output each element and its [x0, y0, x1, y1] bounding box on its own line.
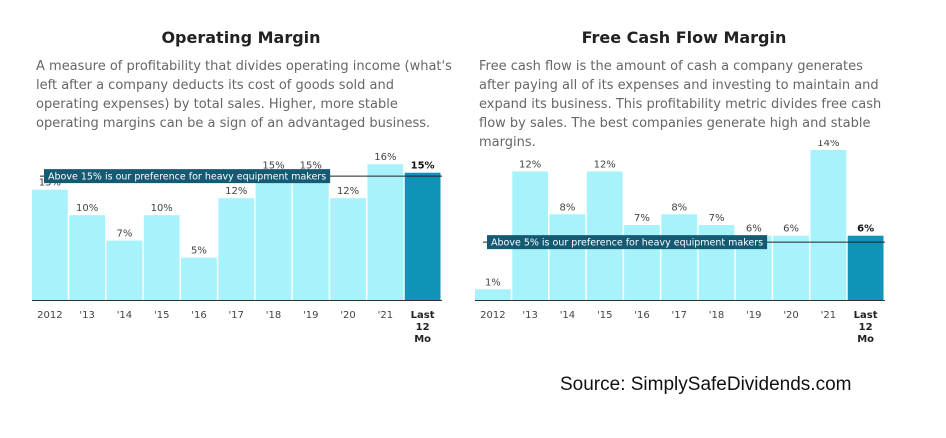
fcf-bar-8: [773, 235, 809, 300]
fcf-data-label-6: 7%: [709, 213, 725, 224]
fcf-threshold-label: Above 5% is our preference for heavy equ…: [491, 238, 763, 249]
op-data-label-6: 15%: [262, 161, 284, 172]
op-data-label-7: 15%: [300, 161, 322, 172]
fcf-data-label-4: 7%: [634, 213, 650, 224]
op-bar-7: [292, 172, 329, 300]
fcf-bar-0: [475, 289, 511, 300]
fcf-data-label-0: 1%: [485, 277, 501, 288]
op-tick-label-9: '21: [378, 310, 393, 321]
op-bar-2: [106, 240, 143, 300]
op-bar-4: [181, 257, 217, 300]
op-data-label-3: 10%: [151, 203, 173, 214]
fcf-threshold-label-bg: [487, 235, 768, 250]
operating-margin-description: A measure of profitability that divides …: [36, 59, 452, 131]
fcf-data-label-3: 12%: [594, 159, 616, 170]
op-data-label-10: 15%: [411, 161, 435, 172]
fcf-bar-5: [661, 214, 698, 300]
op-bar-5: [218, 198, 255, 300]
op-tick-label-2: '14: [117, 310, 132, 321]
op-tick-label-3: '15: [154, 310, 169, 321]
op-data-label-4: 5%: [191, 246, 207, 257]
fcf-tick-label-1: '13: [522, 310, 537, 321]
fcf-tick-label-7: '19: [746, 310, 761, 321]
op-tick-label-10: Last 12 Mo: [411, 310, 435, 345]
fcf-margin-description: Free cash flow is the amount of cash a c…: [479, 59, 882, 150]
op-data-label-1: 10%: [76, 203, 98, 214]
fcf-tick-label-6: '18: [709, 310, 724, 321]
op-data-label-8: 12%: [337, 186, 359, 197]
fcf-data-label-5: 8%: [671, 202, 687, 213]
fcf-margin-title: Free Cash Flow Margin: [581, 28, 787, 47]
op-tick-label-8: '20: [340, 310, 355, 321]
op-tick-label-4: '16: [191, 310, 206, 321]
fcf-tick-label-3: '15: [597, 310, 612, 321]
op-data-label-5: 12%: [225, 186, 247, 197]
fcf-bar-10: [847, 235, 884, 300]
fcf-data-label-2: 8%: [559, 202, 575, 213]
fcf-threshold-callout: Above 5% is our preference for heavy equ…: [487, 235, 768, 250]
op-data-label-9: 16%: [374, 152, 396, 163]
operating-margin-chart: 13% 2012 10% '13 7% '14 10% '15 5% '16 12% '17 15% '1…: [32, 152, 442, 345]
fcf-data-label-1: 12%: [519, 159, 541, 170]
fcf-data-label-9: 14%: [817, 140, 839, 149]
op-bar-9: [367, 164, 404, 300]
fcf-tick-label-8: '20: [783, 310, 798, 321]
op-tick-label-7: '19: [303, 310, 318, 321]
fcf-tick-label-5: '17: [672, 310, 687, 321]
fcf-tick-label-9: '21: [821, 310, 836, 321]
fcf-tick-label-4: '16: [634, 310, 649, 321]
op-tick-label-5: '17: [229, 310, 244, 321]
fcf-data-label-8: 6%: [783, 224, 799, 235]
source-credit: Source: SimplySafeDividends.com: [560, 374, 852, 395]
fcf-tick-label-0: 2012: [480, 310, 505, 321]
op-bar-10: [404, 172, 441, 300]
op-tick-label-6: '18: [266, 310, 281, 321]
op-bar-6: [255, 172, 292, 300]
op-bar-0: [32, 189, 68, 300]
op-bar-3: [143, 215, 180, 300]
fcf-tick-label-2: '14: [560, 310, 575, 321]
fcf-margin-chart: 1% 2012 12% '13 8% '14 12% '15 7% '16 8% '17 7% '18 6%…: [475, 140, 885, 345]
op-data-label-2: 7%: [116, 229, 132, 240]
op-threshold-label: Above 15% is our preference for heavy eq…: [48, 172, 326, 183]
fcf-tick-label-10: Last 12 Mo: [854, 310, 878, 345]
op-tick-label-1: '13: [79, 310, 94, 321]
op-threshold-label-bg: [44, 169, 331, 184]
fcf-bar-2: [549, 214, 586, 300]
op-tick-label-0: 2012: [37, 310, 62, 321]
fcf-data-label-7: 6%: [746, 224, 762, 235]
op-threshold-callout: Above 15% is our preference for heavy eq…: [44, 169, 331, 184]
op-data-label-0: 13%: [39, 178, 61, 189]
fcf-bar-9: [810, 150, 847, 300]
fcf-data-label-10: 6%: [857, 224, 874, 235]
op-bar-8: [330, 198, 366, 300]
op-bar-1: [69, 215, 106, 300]
operating-margin-title: Operating Margin: [161, 28, 321, 47]
